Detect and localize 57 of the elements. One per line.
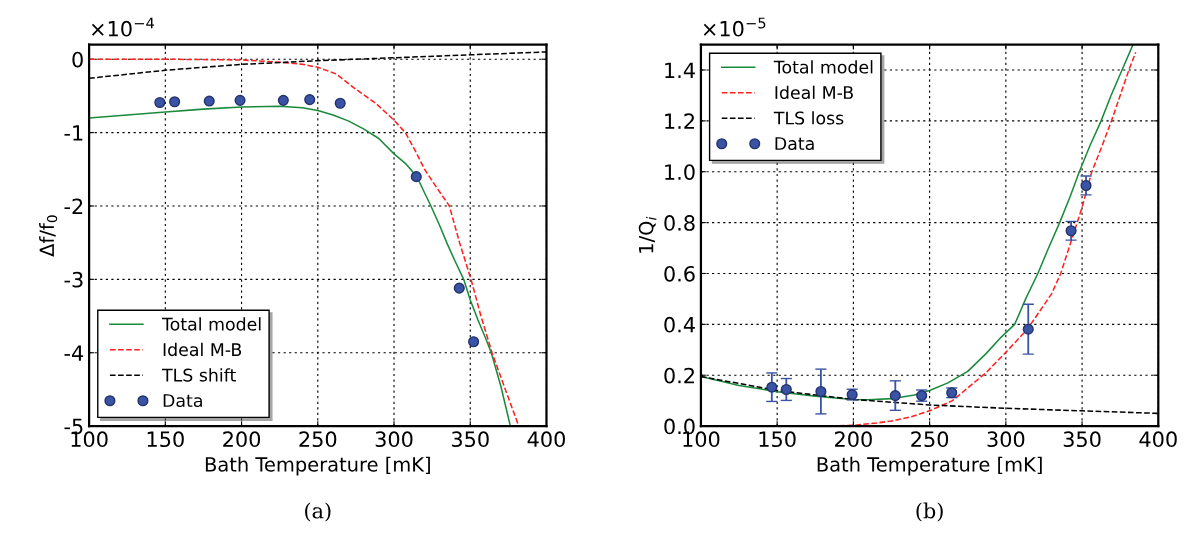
point [815,385,827,398]
point [1065,225,1077,237]
legend-label: Data [775,137,814,151]
legend-label: Ideal M-B [163,342,242,357]
y-tick-label: -2 [64,198,83,214]
text: (b) [916,502,943,522]
legend-label: Ideal M-B [775,85,853,100]
x-tick-label: 300 [375,431,413,448]
x-tick-label: 400 [1139,431,1177,448]
x-tick-label: 350 [1063,431,1101,448]
y-tick-label: 1.2 [665,113,694,129]
y-tick-label: -3 [64,271,83,288]
y-tick-label: -1 [64,125,83,141]
x-tick-label: 300 [987,431,1025,448]
point [766,381,778,393]
point [780,383,792,396]
point [154,96,166,109]
y-axis-title: 1/Q$_{i}$ [638,216,657,253]
legend-label: Total model [773,60,873,74]
x-tick-label: 400 [527,431,565,448]
point [234,94,246,106]
x-tick-label: 150 [147,431,184,448]
point [304,94,316,106]
text: (a) [305,502,331,522]
y-axis-title: Δf/f$_{0}$ [39,215,58,257]
x-tick-label: 250 [299,431,337,448]
x-axis-title: Bath Temperature [mK] [817,456,1042,476]
point [410,171,422,183]
x-tick-label: 200 [223,431,261,448]
point [277,94,289,106]
y-tick-label: 0.6 [664,265,695,282]
y-tick-label: 0.4 [664,316,695,333]
y-tick-label: -4 [64,345,84,361]
x-tick-label: 150 [759,431,796,448]
legend-label: Data [163,394,202,408]
legend-label: TLS loss [773,111,844,125]
point [334,97,346,109]
y-tick-label: 0.2 [664,367,694,384]
y-tick-label: 0.8 [664,215,695,231]
point [169,96,181,108]
legend-label: Total model [161,317,261,331]
y-tick-label: 0 [72,51,83,68]
legend-label: TLS shift [161,368,236,382]
x-tick-label: 200 [835,431,872,448]
x-tick-label: 250 [911,431,949,448]
x-axis-title: Bath Temperature [mK] [205,456,430,476]
point [1022,323,1034,335]
point [203,95,215,107]
text: ×10$^{−5}$ [703,17,766,37]
point [889,390,901,402]
y-tick-label: 1.4 [665,62,695,78]
text: ×10$^{−4}$ [91,17,154,37]
point [1080,179,1092,192]
y-tick-label: 1.0 [665,164,695,180]
x-tick-label: 350 [451,431,489,448]
point [453,282,465,294]
point [468,336,480,348]
